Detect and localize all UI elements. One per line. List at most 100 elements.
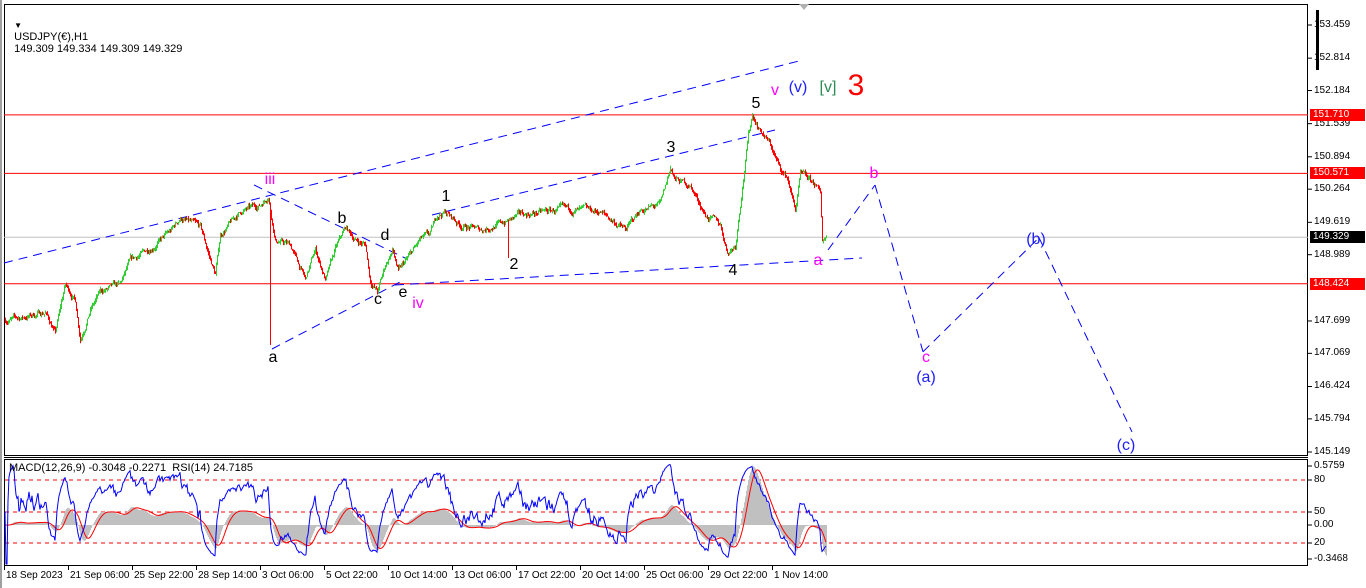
macd-histogram-bar	[189, 515, 190, 525]
macd-histogram-bar	[53, 525, 54, 531]
macd-histogram-bar	[296, 525, 297, 541]
macd-histogram-bar	[283, 525, 284, 543]
macd-histogram-bar	[619, 525, 620, 533]
macd-histogram-bar	[284, 525, 285, 543]
macd-histogram-bar	[750, 472, 751, 525]
macd-histogram-bar	[491, 525, 492, 528]
macd-histogram-bar	[25, 523, 26, 525]
macd-histogram-bar	[790, 525, 791, 544]
macd-histogram-bar	[524, 519, 525, 525]
trendline[interactable]	[394, 257, 863, 286]
macd-histogram-bar	[532, 522, 533, 525]
macd-histogram-bar	[184, 512, 185, 525]
macd-histogram-bar	[381, 525, 382, 545]
macd-histogram-bar	[656, 518, 657, 525]
macd-histogram-bar	[356, 518, 357, 525]
triangle-down-icon[interactable]: ▼	[14, 21, 23, 30]
macd-histogram-bar	[295, 525, 296, 541]
macd-histogram-bar	[327, 525, 328, 535]
macd-histogram-bar	[276, 525, 277, 539]
macd-histogram-bar	[613, 525, 614, 531]
macd-histogram-bar	[271, 522, 272, 525]
macd-histogram-bar	[399, 523, 400, 525]
macd-histogram-bar	[231, 512, 232, 525]
macd-histogram-bar	[267, 517, 268, 525]
macd-histogram-bar	[387, 525, 388, 530]
macd-histogram-bar	[546, 521, 547, 525]
macd-histogram-bar	[413, 517, 414, 525]
macd-histogram-bar	[183, 512, 184, 525]
macd-histogram-bar	[441, 509, 442, 525]
macd-histogram-bar	[739, 525, 740, 529]
macd-histogram-bar	[69, 508, 70, 525]
macd-histogram-bar	[582, 523, 583, 525]
price-axis-label: 145.794	[1314, 412, 1351, 424]
macd-histogram-bar	[615, 525, 616, 532]
projection-line[interactable]	[1038, 237, 1133, 433]
macd-histogram-bar	[128, 510, 129, 525]
macd-histogram-bar	[101, 512, 102, 525]
macd-histogram-bar	[422, 512, 423, 525]
macd-histogram-bar	[26, 523, 27, 525]
chart-shift-marker-icon[interactable]	[799, 4, 809, 10]
macd-histogram-bar	[618, 525, 619, 533]
macd-histogram-bar	[682, 515, 683, 525]
macd-histogram-bar	[106, 511, 107, 525]
window-edge	[0, 0, 2, 588]
macd-histogram-bar	[179, 511, 180, 525]
macd-histogram-bar	[644, 519, 645, 525]
macd-histogram-bar	[289, 525, 290, 540]
trendline[interactable]	[3, 59, 804, 264]
macd-histogram-bar	[769, 506, 770, 525]
macd-histogram-bar	[507, 521, 508, 525]
symbol-label: USDJPY(€),H1	[14, 31, 89, 43]
macd-histogram-bar	[538, 522, 539, 525]
macd-histogram-bar	[367, 525, 368, 530]
trendline[interactable]	[253, 184, 406, 259]
macd-histogram-bar	[782, 525, 783, 536]
macd-histogram-bar	[811, 525, 812, 527]
macd-histogram-bar	[197, 519, 198, 525]
macd-histogram-bar	[105, 511, 106, 525]
macd-histogram-bar	[550, 522, 551, 525]
macd-histogram-bar	[488, 525, 489, 528]
macd-histogram-bar	[251, 512, 252, 525]
macd-histogram-bar	[222, 525, 223, 529]
macd-histogram-bar	[299, 525, 300, 544]
macd-histogram-bar	[785, 525, 786, 539]
macd-histogram-bar	[174, 511, 175, 525]
macd-histogram-bar	[39, 521, 40, 525]
macd-histogram-bar	[218, 525, 219, 543]
macd-histogram-bar	[34, 522, 35, 525]
macd-histogram-bar	[696, 525, 697, 530]
macd-histogram-bar	[290, 525, 291, 540]
macd-histogram-bar	[765, 496, 766, 525]
macd-histogram-bar	[166, 511, 167, 525]
scale-drag-handle[interactable]	[1316, 10, 1319, 70]
macd-histogram-bar	[556, 523, 557, 525]
macd-histogram-bar	[525, 520, 526, 525]
macd-histogram-bar	[168, 511, 169, 525]
macd-histogram-bar	[450, 513, 451, 525]
macd-histogram-bar	[707, 525, 708, 541]
macd-histogram-bar	[286, 525, 287, 542]
macd-histogram-bar	[649, 518, 650, 525]
macd-histogram-bar	[293, 525, 294, 541]
macd-histogram-bar	[510, 520, 511, 525]
projection-line[interactable]	[827, 184, 876, 251]
macd-histogram-bar	[282, 525, 283, 543]
macd-histogram-bar	[193, 517, 194, 525]
macd-histogram-bar	[109, 511, 110, 525]
macd-histogram-bar	[604, 525, 605, 528]
wave-label: (v)	[788, 79, 808, 96]
macd-histogram-bar	[124, 513, 125, 525]
projection-line[interactable]	[922, 237, 1040, 353]
macd-histogram-bar	[729, 525, 730, 549]
macd-histogram-bar	[100, 512, 101, 525]
macd-histogram-bar	[98, 515, 99, 525]
macd-histogram-bar	[188, 514, 189, 525]
macd-histogram-bar	[548, 522, 549, 525]
macd-histogram-bar	[194, 518, 195, 525]
macd-histogram-bar	[400, 524, 401, 525]
